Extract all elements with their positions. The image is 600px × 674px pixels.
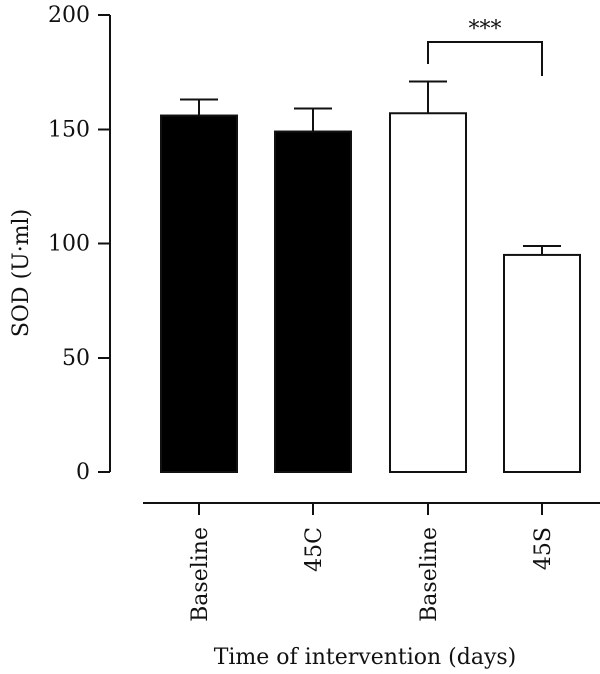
bar bbox=[389, 112, 467, 473]
significance-label: *** bbox=[469, 17, 502, 42]
y-axis-title: SOD (U·ml) bbox=[9, 209, 34, 337]
y-tick-label: 100 bbox=[48, 232, 90, 257]
x-axis-title: Time of intervention (days) bbox=[214, 645, 517, 670]
significance-annotation: *** bbox=[427, 17, 543, 76]
bar bbox=[503, 253, 581, 473]
bar bbox=[274, 130, 352, 473]
y-tick-label: 200 bbox=[48, 3, 90, 28]
y-tick-label: 50 bbox=[62, 346, 90, 371]
y-tick-label: 0 bbox=[76, 460, 90, 485]
x-tick-label: 45S bbox=[531, 527, 556, 570]
bar bbox=[160, 114, 238, 473]
x-tick-label: Baseline bbox=[417, 527, 442, 622]
x-axis: Baseline 45C Baseline 45S bbox=[143, 502, 600, 622]
x-tick-label: Baseline bbox=[188, 527, 213, 622]
y-axis: 0 50 100 150 200 bbox=[48, 3, 111, 485]
x-tick-label: 45C bbox=[302, 527, 327, 572]
error-bars bbox=[180, 80, 561, 255]
significance-bracket bbox=[427, 41, 543, 76]
y-tick-label: 150 bbox=[48, 117, 90, 142]
bars bbox=[160, 112, 581, 473]
